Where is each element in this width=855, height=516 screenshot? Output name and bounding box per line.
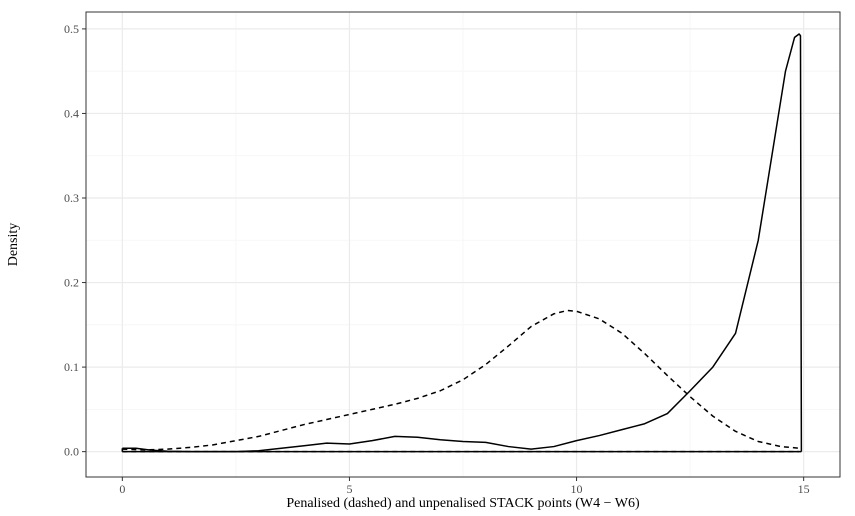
dashed-density-line: [122, 309, 800, 451]
x-axis-ticks: 0 5 10 15: [119, 477, 810, 496]
panel-border: [85, 11, 841, 478]
x-axis-title: Penalised (dashed) and unpenalised STACK…: [286, 496, 640, 511]
y-tick-label: 0.2: [64, 276, 79, 290]
series-layer: [121, 33, 803, 453]
y-axis-title: Density: [6, 223, 21, 267]
x-tick-label: 15: [798, 482, 810, 496]
y-tick-label: 0.5: [64, 22, 79, 36]
x-tick-label: 5: [346, 482, 352, 496]
y-tick-label: 0.4: [64, 106, 79, 120]
x-tick-label: 10: [571, 482, 583, 496]
x-tick-label: 0: [119, 482, 125, 496]
y-tick-label: 0.1: [64, 360, 79, 374]
y-tick-label: 0.0: [64, 445, 79, 459]
major-gridlines: [86, 12, 840, 477]
y-axis-ticks: 0.0 0.1 0.2 0.3 0.4 0.5: [64, 22, 86, 459]
y-tick-label: 0.3: [64, 191, 79, 205]
minor-gridlines: [86, 12, 840, 477]
